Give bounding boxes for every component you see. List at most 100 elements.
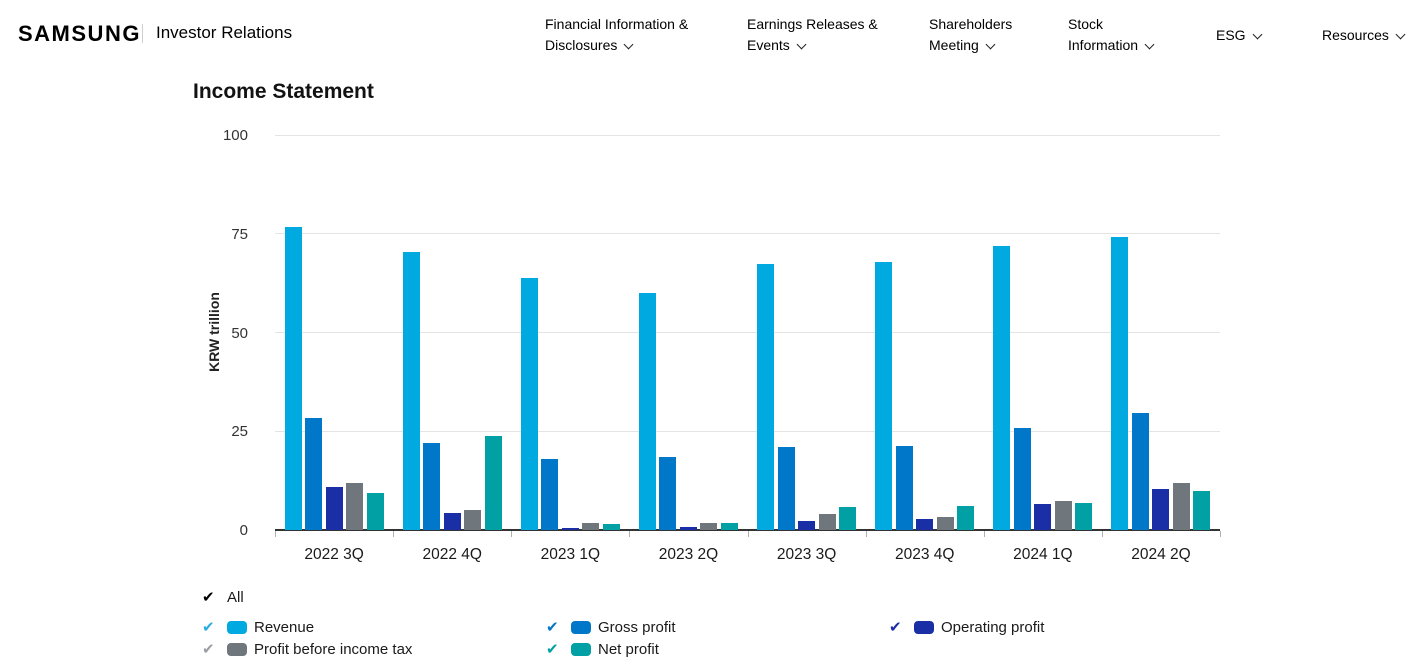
legend-item-profit-before-income-tax[interactable]: ✔ Profit before income tax bbox=[202, 641, 412, 658]
bar-net-profit[interactable] bbox=[839, 507, 857, 530]
legend-label: Operating profit bbox=[941, 619, 1045, 636]
check-icon: ✔ bbox=[202, 589, 215, 606]
x-axis-tick bbox=[511, 531, 513, 537]
x-axis-label: 2024 2Q bbox=[1131, 546, 1191, 563]
bar-gross-profit[interactable] bbox=[777, 447, 795, 530]
bar-profit-before-income-tax[interactable] bbox=[700, 523, 718, 530]
bar-operating-profit[interactable] bbox=[443, 513, 461, 530]
bar-revenue[interactable] bbox=[1111, 237, 1129, 530]
legend-swatch bbox=[571, 643, 591, 656]
legend-item-gross-profit[interactable]: ✔ Gross profit bbox=[546, 619, 676, 636]
legend-label-all: All bbox=[227, 589, 244, 606]
bar-profit-before-income-tax[interactable] bbox=[582, 523, 600, 530]
nav-item-label: Resources bbox=[1322, 27, 1389, 43]
bar-net-profit[interactable] bbox=[366, 492, 384, 530]
gridline bbox=[275, 233, 1220, 235]
legend-item-all[interactable]: ✔ All bbox=[202, 589, 244, 606]
x-axis-label: 2022 4Q bbox=[422, 546, 482, 563]
bar-revenue[interactable] bbox=[757, 263, 775, 530]
check-icon: ✔ bbox=[202, 641, 215, 658]
bar-net-profit[interactable] bbox=[484, 435, 502, 530]
nav-item-resources[interactable]: Resources bbox=[1322, 25, 1406, 46]
legend-swatch bbox=[227, 621, 247, 634]
nav-item-stock-information[interactable]: Stock Information bbox=[1068, 14, 1158, 56]
bar-revenue[interactable] bbox=[284, 226, 302, 530]
bar-net-profit[interactable] bbox=[1075, 503, 1093, 530]
check-icon: ✔ bbox=[202, 619, 215, 636]
y-axis-title: KRW trillion bbox=[206, 292, 222, 372]
bar-gross-profit[interactable] bbox=[895, 446, 913, 530]
legend-label: Profit before income tax bbox=[254, 641, 413, 658]
nav-item-label: Earnings Releases & Events bbox=[747, 16, 878, 53]
nav-item-earnings-releases-events[interactable]: Earnings Releases & Events bbox=[747, 14, 897, 56]
nav-item-label: Financial Information & Disclosures bbox=[545, 16, 689, 53]
x-axis-label: 2022 3Q bbox=[304, 546, 364, 563]
legend-swatch bbox=[571, 621, 591, 634]
y-axis-label: 100 bbox=[222, 127, 248, 144]
samsung-logo[interactable]: SAMSUNG bbox=[18, 21, 141, 46]
check-icon: ✔ bbox=[889, 619, 902, 636]
bar-gross-profit[interactable] bbox=[659, 457, 677, 530]
legend-item-operating-profit[interactable]: ✔ Operating profit bbox=[889, 619, 1044, 636]
gridline bbox=[275, 332, 1220, 333]
y-axis-label: 50 bbox=[231, 324, 248, 342]
x-axis-label: 2023 3Q bbox=[776, 546, 837, 563]
check-icon: ✔ bbox=[546, 619, 559, 636]
legend-label: Revenue bbox=[254, 619, 315, 636]
bar-profit-before-income-tax[interactable] bbox=[818, 514, 836, 530]
bar-operating-profit[interactable] bbox=[679, 527, 697, 530]
nav-item-label: Shareholders Meeting bbox=[929, 16, 1013, 53]
bar-gross-profit[interactable] bbox=[1131, 413, 1149, 530]
bar-profit-before-income-tax[interactable] bbox=[936, 517, 954, 530]
legend-item-net-profit[interactable]: ✔ Net profit bbox=[546, 641, 659, 658]
brand-investor-relations[interactable]: Investor Relations bbox=[156, 23, 293, 42]
nav-item-esg[interactable]: ESG bbox=[1216, 25, 1263, 46]
bar-revenue[interactable] bbox=[638, 293, 656, 530]
x-axis-tick bbox=[1101, 531, 1103, 537]
legend-label: Net profit bbox=[598, 641, 659, 658]
bar-profit-before-income-tax[interactable] bbox=[1054, 500, 1072, 530]
bar-profit-before-income-tax[interactable] bbox=[464, 510, 482, 530]
bar-profit-before-income-tax[interactable] bbox=[1172, 483, 1190, 530]
bar-operating-profit[interactable] bbox=[561, 527, 579, 530]
bar-revenue[interactable] bbox=[875, 262, 893, 530]
logo-divider bbox=[142, 24, 143, 43]
bar-operating-profit[interactable] bbox=[325, 486, 343, 530]
nav-item-label: Stock Information bbox=[1068, 16, 1139, 53]
bar-revenue[interactable] bbox=[520, 278, 538, 530]
bar-gross-profit[interactable] bbox=[423, 443, 441, 530]
legend-swatch bbox=[227, 643, 247, 656]
bar-operating-profit[interactable] bbox=[916, 518, 934, 530]
bar-net-profit[interactable] bbox=[720, 523, 738, 530]
page-title: Income Statement bbox=[193, 80, 374, 103]
bar-revenue[interactable] bbox=[993, 245, 1011, 530]
x-axis-label: 2023 2Q bbox=[658, 546, 719, 563]
bar-net-profit[interactable] bbox=[957, 505, 975, 530]
nav-item-financial-information-disclosures[interactable]: Financial Information & Disclosures bbox=[545, 14, 710, 56]
nav-item-label: ESG bbox=[1216, 27, 1246, 43]
bar-operating-profit[interactable] bbox=[1034, 503, 1052, 530]
bar-gross-profit[interactable] bbox=[1013, 428, 1031, 530]
x-axis-tick bbox=[1220, 531, 1221, 537]
y-axis-label: 25 bbox=[231, 423, 248, 441]
y-axis-label: 75 bbox=[231, 225, 248, 243]
bar-gross-profit[interactable] bbox=[541, 459, 559, 530]
x-axis-tick bbox=[747, 531, 749, 537]
nav-item-shareholders-meeting[interactable]: Shareholders Meeting bbox=[929, 14, 1034, 56]
y-axis-label: 0 bbox=[239, 522, 248, 539]
gridline bbox=[275, 134, 1220, 136]
legend-label: Gross profit bbox=[598, 619, 676, 636]
bar-revenue[interactable] bbox=[402, 251, 420, 530]
legend-item-revenue[interactable]: ✔ Revenue bbox=[202, 619, 314, 636]
x-axis-tick bbox=[629, 531, 631, 537]
bar-operating-profit[interactable] bbox=[798, 520, 816, 530]
bar-profit-before-income-tax[interactable] bbox=[346, 482, 364, 530]
x-axis-label: 2024 1Q bbox=[1013, 546, 1073, 563]
legend-swatch bbox=[914, 621, 934, 634]
x-axis-line bbox=[275, 529, 1220, 531]
x-axis-tick bbox=[393, 531, 395, 537]
bar-gross-profit[interactable] bbox=[305, 417, 323, 530]
bar-operating-profit[interactable] bbox=[1152, 488, 1170, 530]
bar-net-profit[interactable] bbox=[1193, 490, 1211, 530]
bar-net-profit[interactable] bbox=[602, 523, 620, 530]
